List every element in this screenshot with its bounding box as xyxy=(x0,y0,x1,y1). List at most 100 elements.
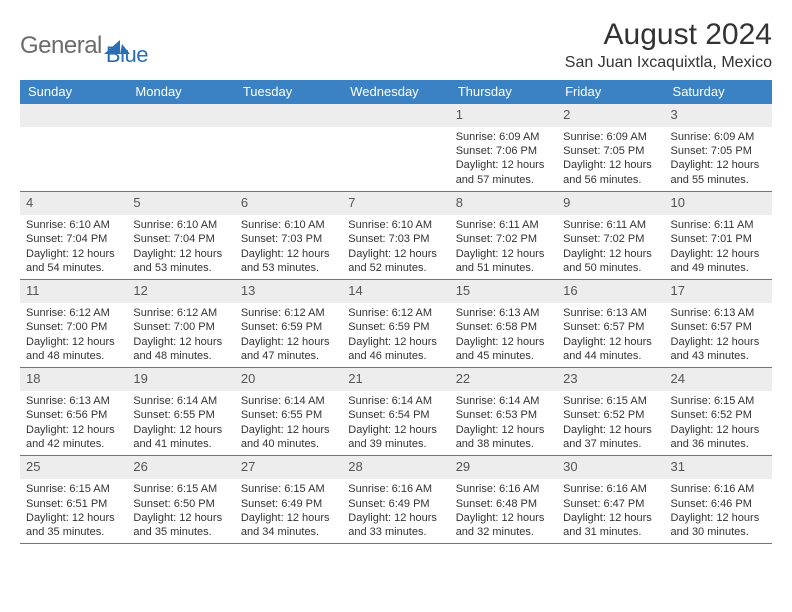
sunset-text: Sunset: 7:05 PM xyxy=(671,144,766,158)
calendar-cell: 16Sunrise: 6:13 AMSunset: 6:57 PMDayligh… xyxy=(557,280,664,368)
sunset-text: Sunset: 6:56 PM xyxy=(26,408,121,422)
day-details: Sunrise: 6:16 AMSunset: 6:48 PMDaylight:… xyxy=(450,479,557,543)
sunrise-text: Sunrise: 6:12 AM xyxy=(26,306,121,320)
day-number xyxy=(20,104,127,127)
day-number: 22 xyxy=(450,368,557,391)
weekday-tuesday: Tuesday xyxy=(235,80,342,104)
sunrise-text: Sunrise: 6:12 AM xyxy=(133,306,228,320)
calendar-cell: 25Sunrise: 6:15 AMSunset: 6:51 PMDayligh… xyxy=(20,456,127,544)
day-number: 15 xyxy=(450,280,557,303)
calendar-cell: 18Sunrise: 6:13 AMSunset: 6:56 PMDayligh… xyxy=(20,368,127,456)
day-number: 14 xyxy=(342,280,449,303)
sunset-text: Sunset: 7:06 PM xyxy=(456,144,551,158)
sunset-text: Sunset: 7:02 PM xyxy=(563,232,658,246)
sunset-text: Sunset: 6:57 PM xyxy=(671,320,766,334)
calendar-cell xyxy=(20,104,127,192)
day-details: Sunrise: 6:13 AMSunset: 6:58 PMDaylight:… xyxy=(450,303,557,367)
logo-text-blue: Blue xyxy=(106,24,148,68)
calendar-cell: 30Sunrise: 6:16 AMSunset: 6:47 PMDayligh… xyxy=(557,456,664,544)
calendar-cell: 1Sunrise: 6:09 AMSunset: 7:06 PMDaylight… xyxy=(450,104,557,192)
day-number: 13 xyxy=(235,280,342,303)
day-number: 31 xyxy=(665,456,772,479)
day-details: Sunrise: 6:11 AMSunset: 7:02 PMDaylight:… xyxy=(557,215,664,279)
calendar-cell: 10Sunrise: 6:11 AMSunset: 7:01 PMDayligh… xyxy=(665,192,772,280)
daylight-text: Daylight: 12 hours and 50 minutes. xyxy=(563,247,658,276)
calendar-cell: 22Sunrise: 6:14 AMSunset: 6:53 PMDayligh… xyxy=(450,368,557,456)
sunset-text: Sunset: 6:55 PM xyxy=(133,408,228,422)
sunrise-text: Sunrise: 6:15 AM xyxy=(133,482,228,496)
day-number: 25 xyxy=(20,456,127,479)
daylight-text: Daylight: 12 hours and 49 minutes. xyxy=(671,247,766,276)
sunrise-text: Sunrise: 6:16 AM xyxy=(671,482,766,496)
day-number: 4 xyxy=(20,192,127,215)
sunset-text: Sunset: 7:04 PM xyxy=(26,232,121,246)
calendar-cell xyxy=(342,104,449,192)
day-details: Sunrise: 6:13 AMSunset: 6:57 PMDaylight:… xyxy=(665,303,772,367)
day-details: Sunrise: 6:15 AMSunset: 6:51 PMDaylight:… xyxy=(20,479,127,543)
daylight-text: Daylight: 12 hours and 37 minutes. xyxy=(563,423,658,452)
day-details: Sunrise: 6:14 AMSunset: 6:55 PMDaylight:… xyxy=(127,391,234,455)
calendar-cell xyxy=(235,104,342,192)
day-details: Sunrise: 6:09 AMSunset: 7:05 PMDaylight:… xyxy=(557,127,664,191)
daylight-text: Daylight: 12 hours and 46 minutes. xyxy=(348,335,443,364)
sunrise-text: Sunrise: 6:11 AM xyxy=(456,218,551,232)
day-details: Sunrise: 6:16 AMSunset: 6:49 PMDaylight:… xyxy=(342,479,449,543)
sunset-text: Sunset: 7:04 PM xyxy=(133,232,228,246)
sunrise-text: Sunrise: 6:15 AM xyxy=(26,482,121,496)
daylight-text: Daylight: 12 hours and 47 minutes. xyxy=(241,335,336,364)
sunset-text: Sunset: 6:55 PM xyxy=(241,408,336,422)
day-number: 21 xyxy=(342,368,449,391)
sunrise-text: Sunrise: 6:13 AM xyxy=(26,394,121,408)
weekday-thursday: Thursday xyxy=(450,80,557,104)
sunrise-text: Sunrise: 6:10 AM xyxy=(348,218,443,232)
day-number: 26 xyxy=(127,456,234,479)
sunset-text: Sunset: 6:49 PM xyxy=(241,497,336,511)
daylight-text: Daylight: 12 hours and 55 minutes. xyxy=(671,158,766,187)
day-details: Sunrise: 6:15 AMSunset: 6:52 PMDaylight:… xyxy=(557,391,664,455)
calendar-cell: 13Sunrise: 6:12 AMSunset: 6:59 PMDayligh… xyxy=(235,280,342,368)
sunset-text: Sunset: 6:46 PM xyxy=(671,497,766,511)
sunrise-text: Sunrise: 6:16 AM xyxy=(456,482,551,496)
day-details: Sunrise: 6:12 AMSunset: 7:00 PMDaylight:… xyxy=(127,303,234,367)
calendar-cell: 8Sunrise: 6:11 AMSunset: 7:02 PMDaylight… xyxy=(450,192,557,280)
sunset-text: Sunset: 7:00 PM xyxy=(26,320,121,334)
daylight-text: Daylight: 12 hours and 33 minutes. xyxy=(348,511,443,540)
sunset-text: Sunset: 6:57 PM xyxy=(563,320,658,334)
sunrise-text: Sunrise: 6:15 AM xyxy=(671,394,766,408)
logo: General Blue xyxy=(20,18,148,68)
day-number: 11 xyxy=(20,280,127,303)
day-number xyxy=(342,104,449,127)
calendar-cell: 14Sunrise: 6:12 AMSunset: 6:59 PMDayligh… xyxy=(342,280,449,368)
sunset-text: Sunset: 6:54 PM xyxy=(348,408,443,422)
sunrise-text: Sunrise: 6:16 AM xyxy=(348,482,443,496)
day-details: Sunrise: 6:10 AMSunset: 7:04 PMDaylight:… xyxy=(127,215,234,279)
calendar-week-row: 4Sunrise: 6:10 AMSunset: 7:04 PMDaylight… xyxy=(20,192,772,280)
sunrise-text: Sunrise: 6:15 AM xyxy=(563,394,658,408)
daylight-text: Daylight: 12 hours and 57 minutes. xyxy=(456,158,551,187)
day-details: Sunrise: 6:11 AMSunset: 7:02 PMDaylight:… xyxy=(450,215,557,279)
daylight-text: Daylight: 12 hours and 38 minutes. xyxy=(456,423,551,452)
calendar-week-row: 25Sunrise: 6:15 AMSunset: 6:51 PMDayligh… xyxy=(20,456,772,544)
sunset-text: Sunset: 7:00 PM xyxy=(133,320,228,334)
day-details: Sunrise: 6:12 AMSunset: 6:59 PMDaylight:… xyxy=(235,303,342,367)
calendar-cell: 12Sunrise: 6:12 AMSunset: 7:00 PMDayligh… xyxy=(127,280,234,368)
sunset-text: Sunset: 7:01 PM xyxy=(671,232,766,246)
sunset-text: Sunset: 6:52 PM xyxy=(563,408,658,422)
day-details: Sunrise: 6:14 AMSunset: 6:53 PMDaylight:… xyxy=(450,391,557,455)
calendar-cell: 11Sunrise: 6:12 AMSunset: 7:00 PMDayligh… xyxy=(20,280,127,368)
day-details: Sunrise: 6:12 AMSunset: 7:00 PMDaylight:… xyxy=(20,303,127,367)
day-details: Sunrise: 6:12 AMSunset: 6:59 PMDaylight:… xyxy=(342,303,449,367)
day-number: 3 xyxy=(665,104,772,127)
location: San Juan Ixcaquixtla, Mexico xyxy=(565,54,772,72)
weekday-saturday: Saturday xyxy=(665,80,772,104)
sunset-text: Sunset: 6:58 PM xyxy=(456,320,551,334)
sunset-text: Sunset: 6:59 PM xyxy=(348,320,443,334)
sunset-text: Sunset: 6:52 PM xyxy=(671,408,766,422)
calendar-cell: 24Sunrise: 6:15 AMSunset: 6:52 PMDayligh… xyxy=(665,368,772,456)
day-details: Sunrise: 6:14 AMSunset: 6:54 PMDaylight:… xyxy=(342,391,449,455)
daylight-text: Daylight: 12 hours and 51 minutes. xyxy=(456,247,551,276)
daylight-text: Daylight: 12 hours and 36 minutes. xyxy=(671,423,766,452)
weekday-header-row: Sunday Monday Tuesday Wednesday Thursday… xyxy=(20,80,772,104)
day-number: 10 xyxy=(665,192,772,215)
day-number: 2 xyxy=(557,104,664,127)
